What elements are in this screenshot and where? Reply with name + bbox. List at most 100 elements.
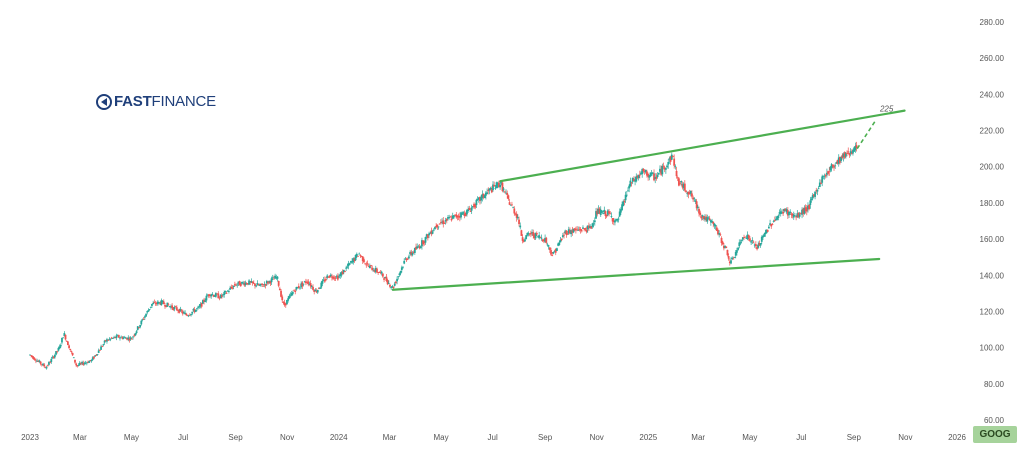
candle-body [681, 184, 684, 188]
candle-body [367, 266, 370, 268]
trendline-upper [499, 109, 906, 183]
candle-body [397, 276, 400, 278]
candle-body [513, 208, 516, 214]
candle-body [413, 247, 416, 253]
candle-body [694, 200, 697, 202]
candle-body [471, 206, 474, 207]
candle-body [331, 276, 333, 278]
x-axis: 2023 Mar May Jul Sep Nov 2024 Mar May Jul Sep Nov 20… [21, 433, 966, 442]
candle-body [691, 193, 693, 197]
candle-body [767, 226, 770, 229]
candle-body [381, 273, 384, 277]
candle-body [170, 306, 172, 308]
candle-body [630, 182, 633, 184]
trendline-layer: 225 [391, 105, 906, 291]
candle-body [263, 284, 266, 285]
candle-body [432, 229, 435, 231]
candle-body [622, 201, 625, 207]
candle-body [155, 302, 158, 304]
candle-body [213, 296, 216, 297]
candle-body [670, 154, 673, 160]
candle-body [836, 159, 839, 164]
candle-body [32, 356, 35, 360]
candle-body [229, 287, 232, 290]
candle-body [48, 362, 50, 365]
candle-body [198, 306, 201, 308]
candle-body [55, 351, 57, 355]
ticker-badge[interactable]: GOOG [973, 426, 1017, 443]
candle-body [303, 281, 306, 283]
candle-body [566, 233, 569, 235]
candle-body [174, 306, 177, 308]
candle-body [325, 279, 327, 280]
candle-body [779, 211, 782, 214]
candle-body [307, 281, 310, 284]
candle-body [293, 290, 295, 292]
candle-body [809, 200, 812, 205]
candle-body [49, 362, 52, 364]
candle-body [291, 292, 294, 294]
candle-body [295, 286, 298, 290]
candle-body [410, 251, 413, 255]
candle-body [590, 226, 593, 229]
candle-body [426, 234, 429, 239]
candle-body [582, 227, 584, 229]
candle-body [368, 265, 371, 269]
candle-body [766, 229, 769, 232]
candle-body [301, 282, 304, 287]
candle-body [104, 340, 107, 342]
candle-body [855, 145, 858, 149]
candle-body [58, 346, 61, 349]
candle-body [578, 229, 581, 231]
candle-body [33, 358, 36, 360]
candle-body [474, 204, 477, 208]
candle-body [719, 234, 722, 236]
candle-body [315, 290, 318, 293]
candle-body [680, 181, 683, 183]
candle-body [418, 246, 421, 249]
candle-body [64, 334, 67, 340]
candle-body [183, 312, 185, 314]
candle-body [391, 286, 394, 288]
brand-logo: FASTFINANCE [96, 93, 216, 110]
candle-body [849, 151, 852, 154]
candle-body [379, 271, 382, 273]
candle-body [679, 182, 681, 184]
candle-body [601, 210, 603, 213]
candle-body [711, 220, 713, 223]
candle-body [354, 255, 357, 261]
candle-body [476, 199, 479, 200]
candle-body [644, 169, 647, 173]
candle-body [267, 281, 269, 284]
candle-body [355, 253, 358, 257]
x-tick-label: Mar [73, 433, 87, 442]
candle-body [398, 273, 401, 275]
candle-body [758, 243, 761, 246]
candle-body [207, 294, 210, 296]
candle-body [660, 169, 663, 175]
candle-body [435, 225, 438, 228]
candle-body [365, 264, 368, 266]
candle-body [197, 306, 200, 308]
candle-body [385, 276, 388, 281]
candle-body [139, 324, 142, 328]
candle-body [335, 276, 338, 277]
candle-body [320, 282, 323, 288]
candle-body [488, 188, 491, 191]
candle-body [91, 357, 94, 360]
candle-body [718, 233, 721, 235]
candle-body [577, 229, 580, 231]
candle-body [487, 190, 490, 192]
candle-body [100, 346, 102, 350]
candle-body [483, 195, 486, 198]
candle-body [450, 218, 453, 221]
x-tick-label: Sep [847, 433, 862, 442]
candle-body [692, 197, 695, 200]
candle-body [403, 260, 406, 264]
candle-body [453, 215, 455, 218]
y-tick-label: 80.00 [984, 380, 1005, 389]
candle-body [573, 228, 576, 231]
candle-body [220, 295, 223, 297]
candle-body [429, 232, 432, 234]
candle-body [416, 246, 419, 249]
